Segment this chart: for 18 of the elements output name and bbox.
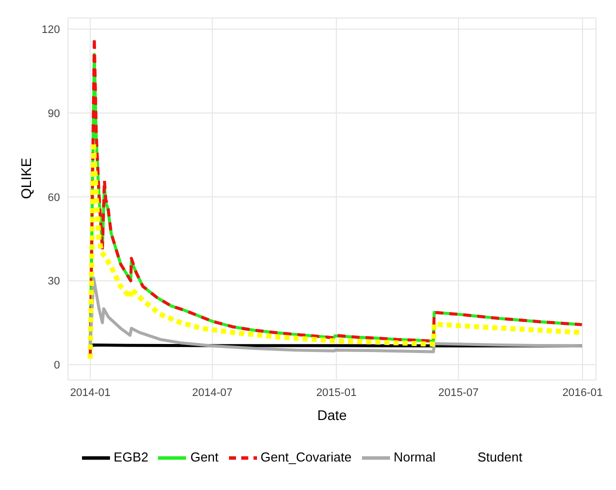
x-tick-label: 2015-07 [438,386,479,399]
legend-label: Student [478,449,522,464]
y-tick-label: 120 [42,24,60,36]
x-tick-label: 2016-01 [562,386,603,399]
line-series [88,276,584,354]
x-tick-label: 2014-07 [192,386,232,399]
legend-label: Normal [394,449,436,464]
y-tick-label: 30 [48,276,60,288]
x-tick-label: 2014-01 [70,386,110,399]
legend-label: Gent_Covariate [260,449,352,464]
y-tick-label: 0 [54,360,60,372]
y-axis-title: QLIKE [18,158,34,199]
y-tick-label: 90 [48,108,60,120]
x-axis-title: Date [317,407,347,423]
x-tick-label: 2015-01 [316,386,357,399]
legend-label: EGB2 [114,449,148,464]
legend-label: Gent [190,449,219,464]
y-tick-label: 60 [48,192,60,204]
